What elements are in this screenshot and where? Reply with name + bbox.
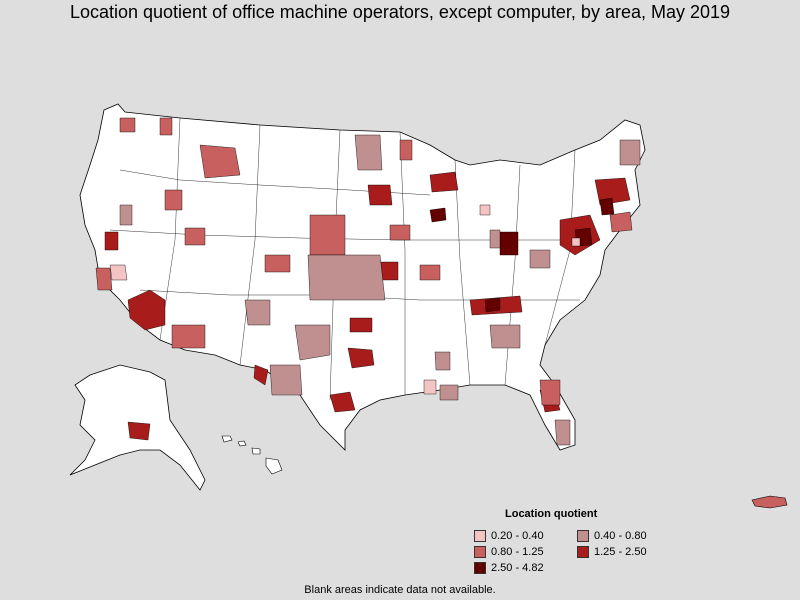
legend-item-2-50-4-82: 2.50 - 4.82 (474, 562, 544, 574)
hawaii-islands (221, 435, 283, 475)
legend-swatch (577, 546, 589, 558)
map-title: Location quotient of office machine oper… (69, 2, 731, 22)
footnote: Blank areas indicate data not available. (304, 584, 496, 596)
legend-label: 1.25 - 2.50 (594, 546, 647, 558)
legend-title: Location quotient (505, 508, 598, 520)
legend-item-0-40-0-80: 0.40 - 0.80 (577, 530, 647, 542)
legend-label: 0.80 - 1.25 (491, 546, 544, 558)
legend-label: 2.50 - 4.82 (491, 562, 544, 574)
legend-label: 0.40 - 0.80 (594, 530, 647, 542)
legend-swatch (474, 546, 486, 558)
legend-swatch (474, 530, 486, 542)
legend-label: 0.20 - 0.40 (491, 530, 544, 542)
legend-swatch (474, 562, 486, 574)
puerto-rico (751, 495, 788, 509)
shaded-areas (95, 117, 641, 446)
legend-item-0-80-1-25: 0.80 - 1.25 (474, 546, 544, 558)
legend-item-1-25-2-50: 1.25 - 2.50 (577, 546, 647, 558)
legend-item-0-20-0-40: 0.20 - 0.40 (474, 530, 544, 542)
legend-swatch (577, 530, 589, 542)
